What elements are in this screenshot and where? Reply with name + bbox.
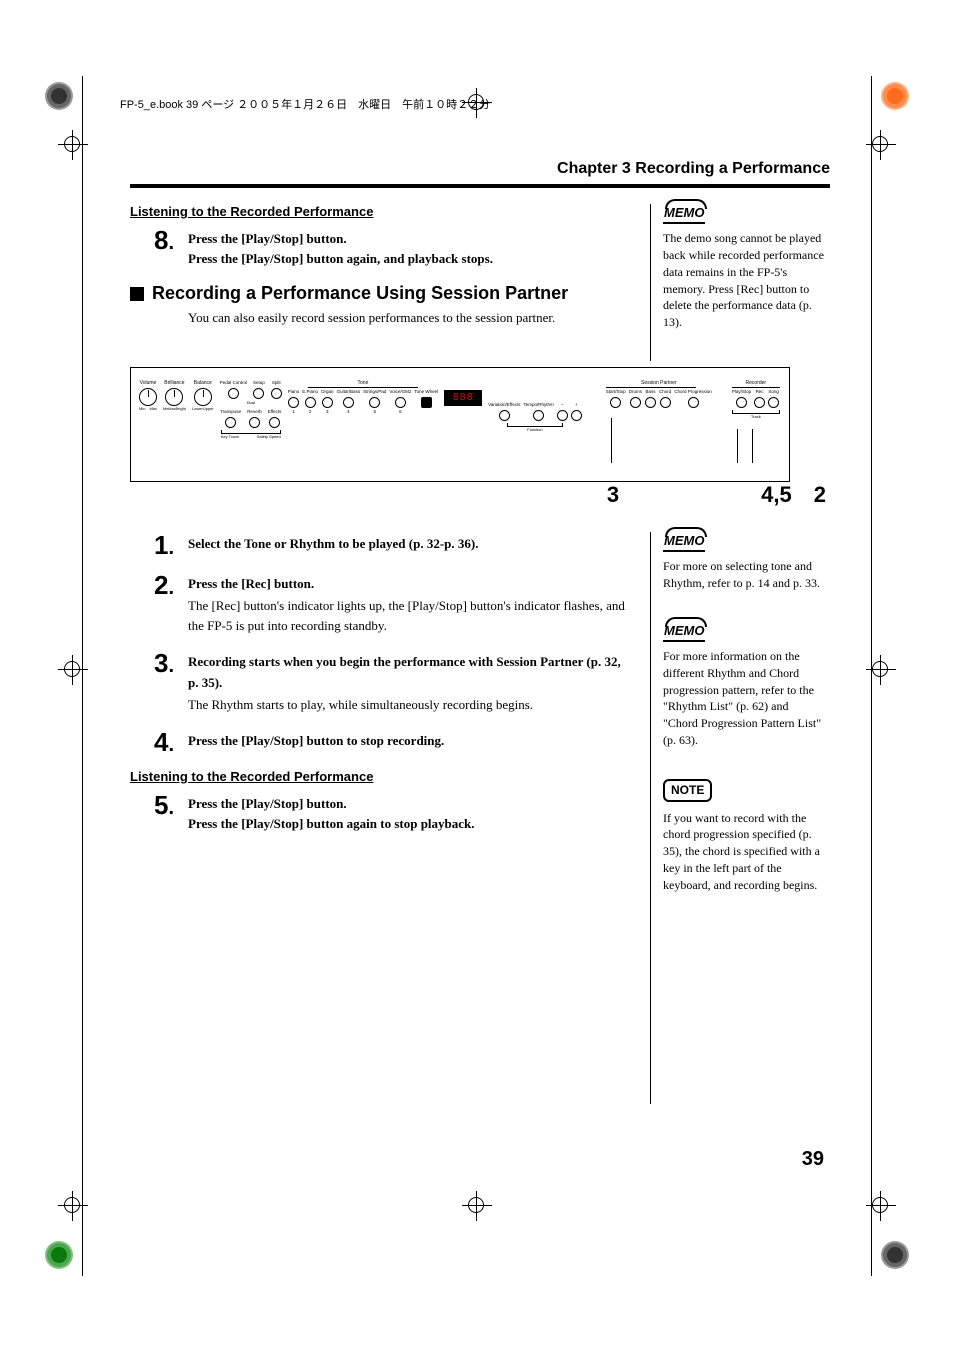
tone-section: Tone Piano1 E.Piano2 Organ3 Guitar/Bass4… <box>288 380 438 416</box>
step-1: 1. Select the Tone or Rhythm to be playe… <box>130 532 630 558</box>
memo-2-text: For more on selecting tone and Rhythm, r… <box>663 558 825 592</box>
crop-mark <box>58 1191 88 1221</box>
header-meta: FP-5_e.book 39 ページ ２００５年１月２６日 水曜日 午前１０時２… <box>120 96 490 112</box>
step-4-line-1: Press the [Play/Stop] button to stop rec… <box>188 731 630 751</box>
step-8: 8. Press the [Play/Stop] button. Press t… <box>130 227 630 269</box>
sidebar-top: MEMO The demo song cannot be played back… <box>650 204 825 361</box>
printer-mark-tl <box>45 82 73 110</box>
printer-mark-bl <box>45 1241 73 1269</box>
memo-badge: MEMO <box>663 204 705 224</box>
sub-heading-text: Recording a Performance Using Session Pa… <box>152 283 568 304</box>
crop-mark <box>462 1191 492 1221</box>
step-4: 4. Press the [Play/Stop] button to stop … <box>130 729 630 755</box>
memo-3-text: For more information on the different Rh… <box>663 648 825 749</box>
step-2-line-1: Press the [Rec] button. <box>188 574 630 594</box>
step-5-line-1: Press the [Play/Stop] button. <box>188 794 630 814</box>
variation-section: Variation/Effects Tempo/Rhythm − + Funct… <box>488 402 582 432</box>
diagram-label-2: 2 <box>814 482 826 508</box>
sidebar-bottom: MEMO For more on selecting tone and Rhyt… <box>650 532 825 1104</box>
crop-mark <box>58 130 88 160</box>
step-8-line-2: Press the [Play/Stop] button again, and … <box>188 249 630 269</box>
main-column: Listening to the Recorded Performance 8.… <box>130 204 630 361</box>
step-5: 5. Press the [Play/Stop] button. Press t… <box>130 792 630 834</box>
step-3: 3. Recording starts when you begin the p… <box>130 650 630 714</box>
memo-badge: MEMO <box>663 532 705 552</box>
square-bullet-icon <box>130 287 144 301</box>
step-3-line-1: Recording starts when you begin the perf… <box>188 652 630 692</box>
step-2-line-2: The [Rec] button's indicator lights up, … <box>188 596 630 636</box>
step-3-line-2: The Rhythm starts to play, while simulta… <box>188 695 630 715</box>
main-column-2: 1. Select the Tone or Rhythm to be playe… <box>130 532 630 1104</box>
diagram-label-4-5: 4,5 <box>761 482 792 508</box>
step-number: 2. <box>130 572 174 636</box>
step-5-line-2: Press the [Play/Stop] button again to st… <box>188 814 630 834</box>
page-number: 39 <box>802 1148 824 1171</box>
volume-knob: Volume MinMax <box>139 380 157 411</box>
step-1-line-1: Select the Tone or Rhythm to be played (… <box>188 534 630 554</box>
note-badge: NOTE <box>663 779 712 802</box>
printer-mark-tr <box>881 82 909 110</box>
step-number: 1. <box>130 532 174 558</box>
diagram-label-3: 3 <box>607 482 619 508</box>
step-number: 5. <box>130 792 174 834</box>
recorder-section: Recorder Play/Stop Rec Song Track <box>732 380 780 453</box>
control-panel-diagram: Volume MinMax Brilliance MellowBright Ba… <box>130 367 790 482</box>
balance-knob: Balance LowerUpper <box>192 380 214 411</box>
printer-mark-br <box>881 1241 909 1269</box>
chapter-title: Chapter 3 Recording a Performance <box>130 160 830 178</box>
trim-line-left <box>82 76 83 1276</box>
step-2: 2. Press the [Rec] button. The [Rec] but… <box>130 572 630 636</box>
crop-mark <box>58 655 88 685</box>
step-number: 3. <box>130 650 174 714</box>
brilliance-knob: Brilliance MellowBright <box>163 380 186 411</box>
led-display: 888 <box>444 390 482 406</box>
note-1-text: If you want to record with the chord pro… <box>663 810 825 894</box>
control-buttons-section: Pedal Control Setup Split Dual Transpose… <box>220 380 282 439</box>
sub-heading-description: You can also easily record session perfo… <box>188 310 630 326</box>
trim-line-right <box>871 76 872 1276</box>
step-8-line-1: Press the [Play/Stop] button. <box>188 229 630 249</box>
sub-heading-session-partner: Recording a Performance Using Session Pa… <box>130 283 630 304</box>
chapter-rule <box>130 184 830 188</box>
step-number: 8. <box>130 227 174 269</box>
step-number: 4. <box>130 729 174 755</box>
section-heading-listening-2: Listening to the Recorded Performance <box>130 769 630 784</box>
session-partner-section: Session Partner Start/Stop Drums Bass Ch… <box>606 380 712 453</box>
diagram-step-labels: 3 4,5 2 <box>130 482 830 508</box>
memo-badge: MEMO <box>663 622 705 642</box>
section-heading-listening-1: Listening to the Recorded Performance <box>130 204 630 219</box>
memo-1-text: The demo song cannot be played back whil… <box>663 230 825 331</box>
